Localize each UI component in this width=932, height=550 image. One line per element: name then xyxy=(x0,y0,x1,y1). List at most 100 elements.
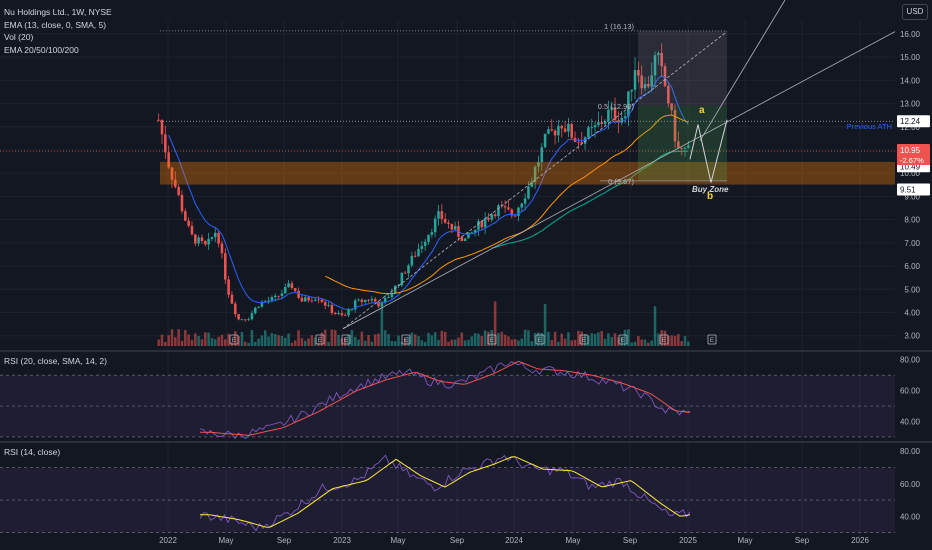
volume-bar xyxy=(440,330,444,346)
ema50-line xyxy=(325,114,689,295)
volume-bar xyxy=(487,331,490,346)
candle-body xyxy=(530,181,534,187)
volume-bar xyxy=(200,339,204,346)
candle-body xyxy=(607,109,610,121)
candle-body xyxy=(387,297,390,298)
candle-body xyxy=(497,205,500,217)
volume-bar xyxy=(277,335,280,346)
y-tick-label: 4.00 xyxy=(904,309,920,318)
candle-body xyxy=(480,220,484,228)
candle-body xyxy=(537,161,540,167)
candle-body xyxy=(407,265,410,274)
volume-bar xyxy=(393,341,397,346)
candle-body xyxy=(487,218,490,220)
volume-bar xyxy=(217,336,220,346)
volume-bar xyxy=(254,341,257,346)
volume-bar xyxy=(350,330,354,346)
x-tick-label: May xyxy=(390,536,405,545)
candle-body xyxy=(447,222,450,224)
price-tag-zone-bottom: 9.51 xyxy=(900,185,916,194)
x-tick-label: 2022 xyxy=(159,536,177,545)
volume-bar xyxy=(383,330,387,346)
volume-bar xyxy=(647,342,650,346)
candle-body xyxy=(587,127,590,138)
volume-bar xyxy=(387,334,390,346)
study-volume[interactable]: Vol (20) xyxy=(4,32,34,42)
currency-button[interactable]: USD xyxy=(902,4,928,20)
candle-body xyxy=(420,245,424,249)
study-ema13[interactable]: EMA (13, close, 0, SMA, 5) xyxy=(4,19,107,30)
candle-body xyxy=(450,223,454,230)
pane-separator-1[interactable] xyxy=(0,350,932,352)
candle-body xyxy=(653,55,657,76)
volume-bar xyxy=(513,339,517,346)
volume-bar xyxy=(493,301,497,346)
candle-body xyxy=(240,319,244,321)
volume-bar xyxy=(460,332,464,346)
candle-body xyxy=(310,300,314,302)
volume-bar xyxy=(187,334,190,346)
volume-bar xyxy=(503,334,507,346)
candle-body xyxy=(353,300,357,310)
previous-ath-label: Previous ATH xyxy=(847,122,892,131)
candle-body xyxy=(167,152,170,168)
volume-bar xyxy=(663,330,667,346)
earnings-marker xyxy=(401,334,411,345)
x-tick-label: Sep xyxy=(623,536,638,545)
candle-body xyxy=(557,125,560,136)
volume-bar xyxy=(310,335,314,346)
candle-body xyxy=(363,299,367,303)
y-tick-label: 13.00 xyxy=(900,100,921,109)
rsi1-line xyxy=(199,361,691,440)
volume-bar xyxy=(630,342,633,346)
volume-bar xyxy=(607,333,610,346)
volume-bar xyxy=(397,335,400,346)
candle-body xyxy=(197,237,200,244)
earnings-marker xyxy=(659,334,669,345)
volume-bar xyxy=(333,330,337,346)
volume-bar xyxy=(640,339,643,346)
volume-bar xyxy=(507,336,510,346)
earnings-marker xyxy=(618,334,628,345)
candle-body xyxy=(647,84,650,87)
symbol-title[interactable]: Nu Holdings Ltd., 1W, NYSE xyxy=(4,7,112,17)
volume-bar xyxy=(510,339,514,346)
volume-bar xyxy=(224,339,227,346)
volume-bar xyxy=(567,332,570,346)
candle-body xyxy=(527,186,530,199)
pane-separator-2[interactable] xyxy=(0,441,932,443)
candle-body xyxy=(210,237,214,239)
volume-bar xyxy=(593,334,597,346)
candle-body xyxy=(460,236,464,242)
rsi1-title[interactable]: RSI (20, close, SMA, 14, 2) xyxy=(4,356,107,366)
volume-bar xyxy=(520,338,524,346)
candle-body xyxy=(410,255,414,266)
volume-bar xyxy=(623,329,627,346)
volume-bar xyxy=(293,340,297,346)
x-tick-label: Sep xyxy=(795,536,810,545)
candle-body xyxy=(680,147,683,149)
volume-bar xyxy=(300,338,304,346)
candle-body xyxy=(297,290,300,298)
rsi2-title[interactable]: RSI (14, close) xyxy=(4,447,61,457)
volume-bar xyxy=(423,342,427,346)
volume-bar xyxy=(553,331,557,346)
candle-body xyxy=(180,194,184,212)
candle-body xyxy=(224,253,227,280)
candle-body xyxy=(507,207,510,210)
candle-body xyxy=(343,315,347,316)
candle-body xyxy=(437,211,440,219)
candle-body xyxy=(660,52,663,67)
candle-body xyxy=(373,298,377,302)
price-tag-ath: 12.24 xyxy=(900,117,921,126)
volume-bar xyxy=(467,339,470,346)
volume-bar xyxy=(490,330,494,346)
study-ema-ribbon[interactable]: EMA 20/50/100/200 xyxy=(4,44,79,55)
candle-body xyxy=(270,297,274,301)
candle-body xyxy=(234,303,237,315)
trendline-steep xyxy=(699,0,786,141)
candle-body xyxy=(277,295,280,297)
volume-bar xyxy=(497,333,500,346)
earnings-marker-label: E xyxy=(582,337,587,344)
